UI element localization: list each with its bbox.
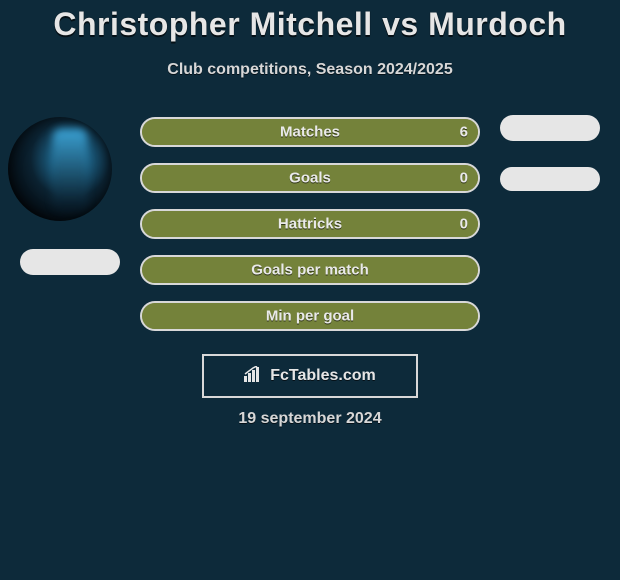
- stat-bar: Goals0: [140, 163, 480, 193]
- stat-bar: Hattricks0: [140, 209, 480, 239]
- date-text: 19 september 2024: [0, 410, 620, 428]
- stat-bar-fill: [142, 257, 478, 283]
- stat-bar: Matches6: [140, 117, 480, 147]
- player-left-avatar: [8, 117, 112, 221]
- subtitle: Club competitions, Season 2024/2025: [0, 61, 620, 79]
- brand-box: FcTables.com: [202, 354, 418, 398]
- stat-bar-fill: [142, 211, 478, 237]
- brand-text: FcTables.com: [270, 367, 376, 385]
- stat-bar: Goals per match: [140, 255, 480, 285]
- comparison-layout: Matches6 Goals0 Hattricks0 Goals per match M…: [0, 117, 620, 331]
- page-title: Christopher Mitchell vs Murdoch: [0, 0, 620, 43]
- stat-bar: Min per goal: [140, 301, 480, 331]
- chart-icon: [244, 366, 264, 387]
- stat-value-right: 6: [460, 124, 468, 141]
- stat-bars: Matches6 Goals0 Hattricks0 Goals per match M…: [140, 117, 480, 331]
- stat-value-right: 0: [460, 170, 468, 187]
- player-right-pill-1: [500, 115, 600, 141]
- stat-bar-fill: [142, 165, 478, 191]
- stat-bar-fill: [142, 119, 478, 145]
- player-right-pill-2: [500, 167, 600, 191]
- stat-value-right: 0: [460, 216, 468, 233]
- player-left-name-pill: [20, 249, 120, 275]
- stat-bar-fill: [142, 303, 478, 329]
